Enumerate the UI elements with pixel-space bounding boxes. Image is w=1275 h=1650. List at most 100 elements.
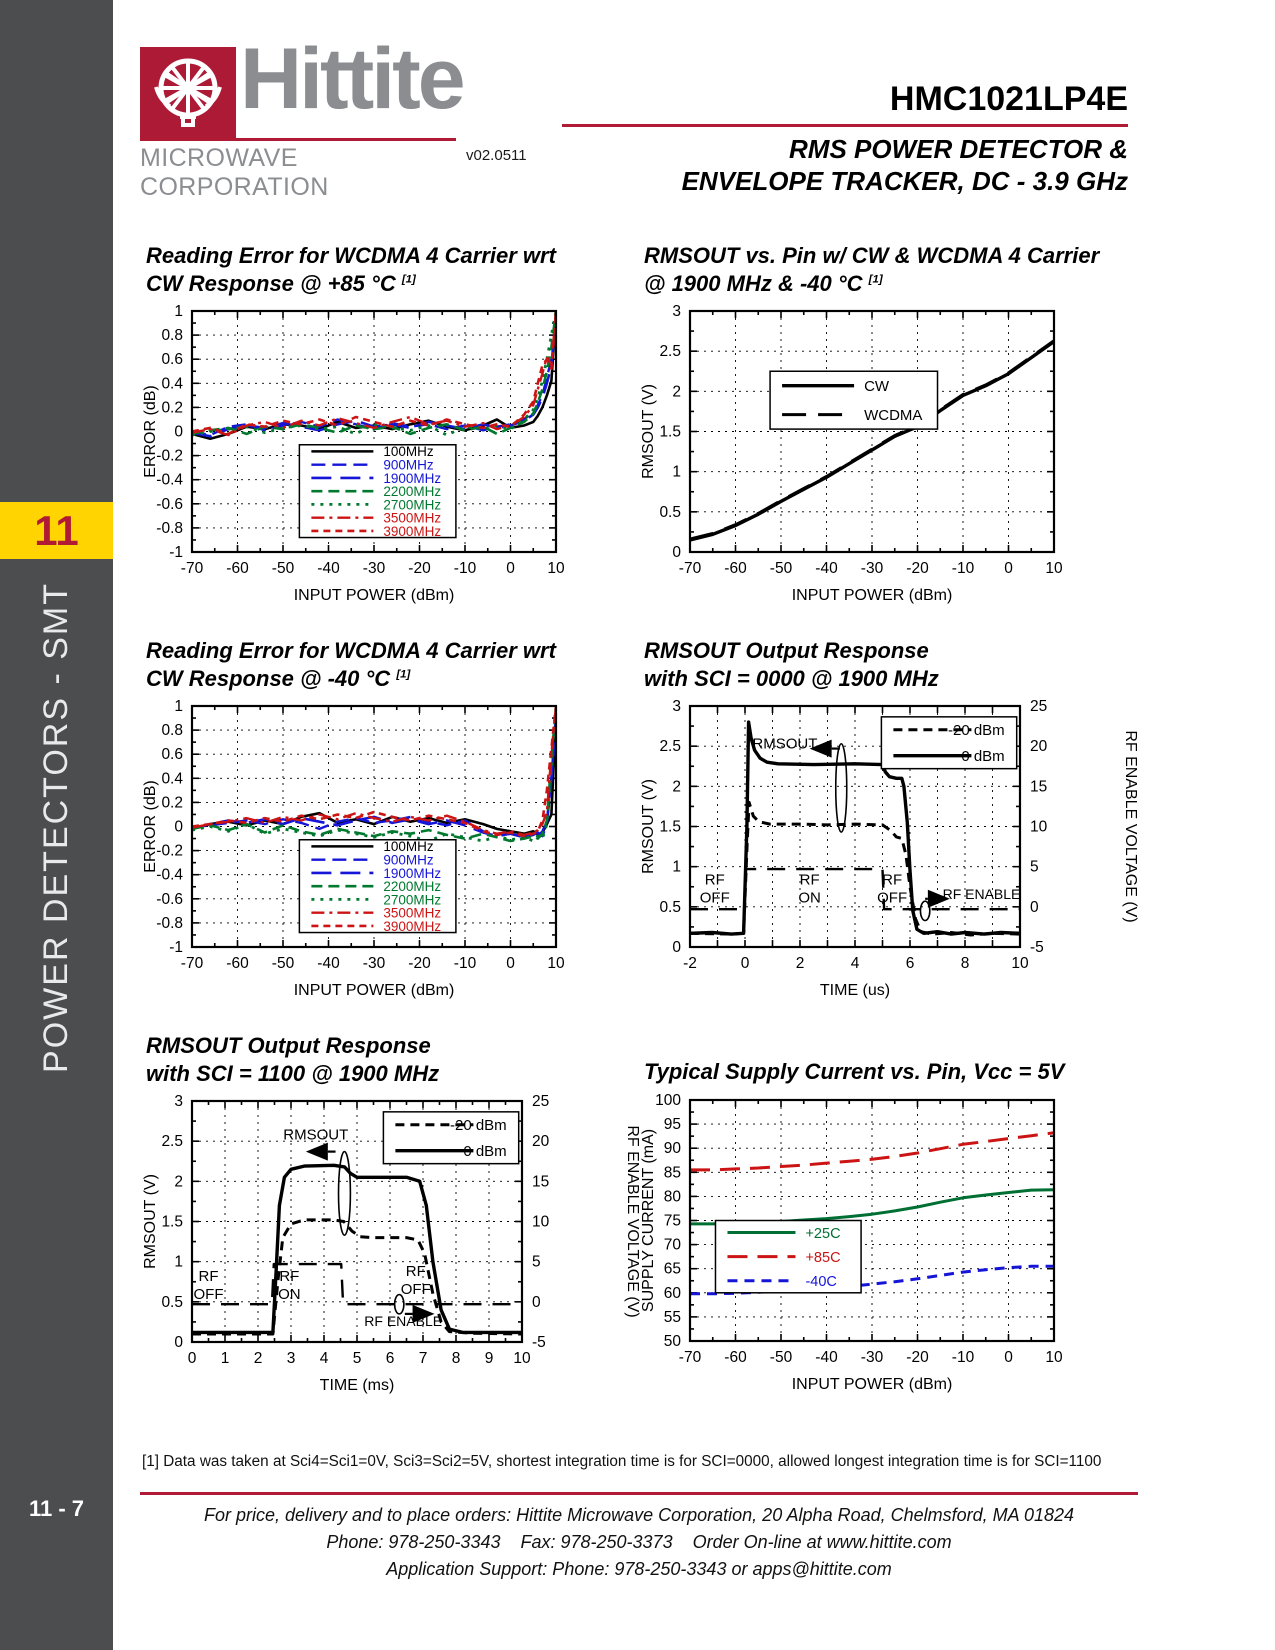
svg-text:-60: -60 [724,560,747,577]
svg-text:0: 0 [174,819,183,836]
svg-text:6: 6 [386,1350,395,1367]
svg-text:70: 70 [664,1236,682,1253]
svg-text:2: 2 [174,1173,183,1190]
svg-text:-5: -5 [1030,939,1044,956]
svg-text:95: 95 [664,1116,681,1133]
svg-text:5: 5 [532,1254,541,1271]
svg-text:100: 100 [655,1094,681,1109]
svg-text:-20 dBm: -20 dBm [948,722,1005,739]
svg-text:OFF: OFF [194,1286,224,1303]
svg-text:85: 85 [664,1164,681,1181]
svg-text:9: 9 [485,1350,494,1367]
svg-text:-0.8: -0.8 [156,915,183,932]
svg-text:1.5: 1.5 [161,1214,183,1231]
svg-text:RMSOUT: RMSOUT [752,736,817,753]
svg-text:0.5: 0.5 [659,899,681,916]
svg-text:0.5: 0.5 [659,504,681,521]
svg-text:-60: -60 [724,1349,747,1366]
chart-title: Typical Supply Current vs. Pin, Vcc = 5V [644,1059,1065,1084]
svg-text:55: 55 [664,1308,681,1325]
svg-text:1: 1 [672,859,681,876]
chart-output-response-sci0000: RMSOUT Output Response with SCI = 0000 @ … [638,637,1138,1005]
svg-text:10: 10 [547,955,565,972]
svg-text:0.8: 0.8 [161,327,183,344]
footer-rule [140,1492,1138,1495]
svg-text:-50: -50 [770,560,793,577]
svg-text:-0.6: -0.6 [156,496,183,513]
svg-text:-20: -20 [408,955,431,972]
svg-text:TIME (ms): TIME (ms) [320,1377,395,1394]
svg-text:1: 1 [174,1254,183,1271]
svg-text:10: 10 [1030,819,1048,836]
chart-title: RMSOUT Output Response with SCI = 0000 @ … [644,638,939,691]
svg-text:RMSOUT (V): RMSOUT (V) [142,1174,159,1269]
svg-text:900MHz: 900MHz [383,457,434,472]
part-number-rule [562,124,1128,127]
svg-text:6: 6 [906,955,915,972]
chart-canvas: 0 1 2 3 4 5 6 7 8 9 10 0 0.5 1 1.5 2 2.5 3 -5 0 5 10 15 20 25 TIM… [142,1095,640,1394]
svg-text:-0.4: -0.4 [156,472,183,489]
svg-text:15: 15 [1030,778,1047,795]
chart-rmsout-vs-pin: RMSOUT vs. Pin w/ CW & WCDMA 4 Carrier @ … [638,242,1138,610]
svg-text:80: 80 [664,1188,682,1205]
svg-text:-70: -70 [181,955,204,972]
brand-name: Hittite [240,31,466,127]
svg-text:2: 2 [672,778,681,795]
svg-text:0: 0 [532,1294,541,1311]
footer-line-phone: Phone: 978-250-3343 Fax: 978-250-3373 Or… [326,1532,952,1552]
svg-text:2: 2 [254,1350,263,1367]
svg-text:3: 3 [287,1350,296,1367]
svg-text:-20: -20 [906,560,929,577]
svg-text:-60: -60 [226,955,249,972]
svg-text:1: 1 [174,305,183,320]
svg-text:INPUT POWER (dBm): INPUT POWER (dBm) [792,587,953,604]
svg-text:ERROR (dB): ERROR (dB) [142,780,159,872]
svg-text:-40: -40 [317,560,340,577]
svg-text:10: 10 [1011,955,1029,972]
svg-text:0.6: 0.6 [161,746,183,763]
chart-canvas: -70 -60 -50 -40 -30 -20 -10 0 10 0 0.5 1 1.5 2 2.5 3 INP… [640,305,1063,604]
svg-text:75: 75 [664,1212,681,1229]
svg-text:-0.2: -0.2 [156,448,183,465]
svg-text:1.5: 1.5 [659,424,681,441]
svg-text:-40: -40 [815,560,838,577]
svg-text:RF: RF [705,871,725,888]
svg-text:3900MHz: 3900MHz [383,919,441,934]
svg-text:3500MHz: 3500MHz [383,511,441,526]
svg-text:-10: -10 [952,560,975,577]
svg-text:2.5: 2.5 [161,1133,183,1150]
svg-text:RMSOUT: RMSOUT [283,1127,348,1144]
svg-text:-2: -2 [683,955,697,972]
svg-text:8: 8 [452,1350,461,1367]
svg-text:15: 15 [532,1173,549,1190]
svg-text:-70: -70 [181,560,204,577]
chart-supply-current: Typical Supply Current vs. Pin, Vcc = 5V… [638,1032,1088,1399]
svg-text:2700MHz: 2700MHz [383,497,441,512]
svg-text:OFF: OFF [877,889,907,906]
svg-text:-1: -1 [169,544,183,561]
svg-text:-20: -20 [906,1349,929,1366]
svg-text:1.5: 1.5 [659,819,681,836]
footer: For price, delivery and to place orders:… [140,1502,1138,1583]
svg-text:ON: ON [278,1286,301,1303]
svg-text:-30: -30 [363,560,386,577]
svg-text:25: 25 [1030,700,1047,715]
page-number: 11 - 7 [28,1496,85,1521]
svg-text:INPUT POWER (dBm): INPUT POWER (dBm) [294,587,455,604]
chart-title: RMSOUT vs. Pin w/ CW & WCDMA 4 Carrier @ … [644,243,1100,296]
svg-text:0.4: 0.4 [161,770,183,787]
svg-text:8: 8 [961,955,970,972]
chart-canvas: -70 -60 -50 -40 -30 -20 -10 0 10-1-0.8-0.6-0.4-0… [142,305,565,604]
hittite-logo [140,47,236,139]
svg-text:1: 1 [174,700,183,715]
svg-text:-30: -30 [861,560,884,577]
svg-text:1900MHz: 1900MHz [383,866,441,881]
svg-text:1: 1 [221,1350,230,1367]
svg-text:TIME (us): TIME (us) [820,982,890,999]
svg-text:3: 3 [672,700,681,715]
svg-text:-5: -5 [532,1334,546,1351]
svg-text:0: 0 [506,560,515,577]
svg-text:WCDMA: WCDMA [864,407,922,424]
svg-text:50: 50 [664,1333,682,1350]
